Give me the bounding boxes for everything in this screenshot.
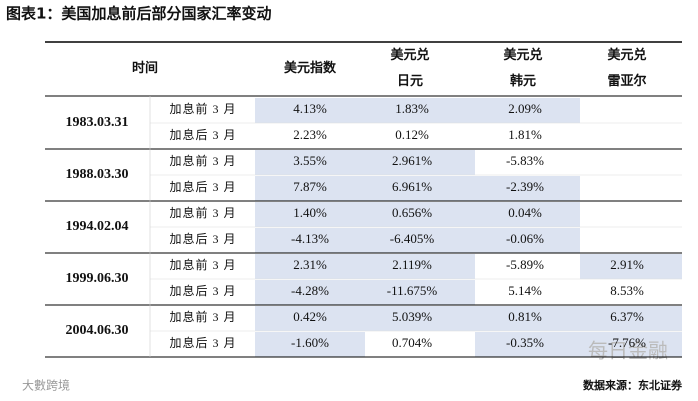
- value-cell: -0.35%: [506, 335, 544, 350]
- value-cell: 2.31%: [293, 257, 327, 272]
- cell-shade: [255, 176, 365, 201]
- value-cell: 8.53%: [610, 283, 644, 298]
- value-cell: 6.37%: [610, 309, 644, 324]
- cell-shade: [255, 202, 365, 227]
- value-cell: -4.13%: [291, 231, 329, 246]
- date-cell: 1999.06.30: [66, 271, 129, 286]
- cell-shade: [255, 254, 365, 279]
- row-label: 加息前 3 月: [169, 257, 236, 272]
- cell-shade: [475, 202, 580, 227]
- value-cell: 1.81%: [508, 127, 542, 142]
- header-cell: 时间: [132, 60, 158, 75]
- date-cell: 1994.02.04: [66, 219, 129, 234]
- row-label: 加息后 3 月: [169, 283, 236, 298]
- title: 图表1：美国加息前后部分国家汇率变动: [6, 5, 271, 23]
- date-cell: 1988.03.30: [66, 167, 129, 182]
- source: 数据来源：东北证券: [583, 378, 683, 392]
- cell-shade: [475, 176, 580, 201]
- value-cell: 0.704%: [392, 335, 432, 350]
- row-label: 加息后 3 月: [169, 335, 236, 350]
- value-cell: 1.40%: [293, 205, 327, 220]
- header-cell: 美元兑: [390, 47, 429, 62]
- value-cell: -6.405%: [390, 231, 435, 246]
- cell-shade: [475, 228, 580, 253]
- value-cell: 0.12%: [395, 127, 429, 142]
- cell-shade: [580, 306, 682, 331]
- value-cell: -0.06%: [506, 231, 544, 246]
- row-label: 加息前 3 月: [169, 205, 236, 220]
- header-cell: 美元指数: [284, 60, 337, 75]
- cell-shade: [580, 254, 682, 279]
- value-cell: 2.91%: [610, 257, 644, 272]
- value-cell: 4.13%: [293, 101, 327, 116]
- cell-shade: [475, 98, 580, 123]
- header-cell: 雷亚尔: [607, 73, 646, 88]
- cell-shade: [365, 280, 475, 305]
- row-label: 加息前 3 月: [169, 309, 236, 324]
- value-cell: -7.76%: [608, 335, 646, 350]
- value-cell: -11.675%: [387, 283, 438, 298]
- row-label: 加息后 3 月: [169, 231, 236, 246]
- watermark: 每日金融: [588, 339, 668, 363]
- cell-shade: [255, 332, 365, 357]
- value-cell: 1.83%: [395, 101, 429, 116]
- cell-shade: [255, 98, 365, 123]
- value-cell: -4.28%: [291, 283, 329, 298]
- value-cell: 7.87%: [293, 179, 327, 194]
- value-cell: -2.39%: [506, 179, 544, 194]
- cell-shade: [475, 332, 580, 357]
- value-cell: 6.961%: [392, 179, 432, 194]
- value-cell: 0.04%: [508, 205, 542, 220]
- header-cell: 韩元: [510, 73, 536, 88]
- value-cell: 2.23%: [293, 127, 327, 142]
- cell-shade: [255, 150, 365, 175]
- cell-shade: [365, 98, 475, 123]
- cell-shade: [475, 306, 580, 331]
- row-label: 加息前 3 月: [169, 101, 236, 116]
- date-cell: 2004.06.30: [66, 323, 129, 338]
- value-cell: 0.656%: [392, 205, 432, 220]
- row-label: 加息前 3 月: [169, 153, 236, 168]
- cell-shade: [365, 228, 475, 253]
- cell-shade: [365, 176, 475, 201]
- header-cell: 美元兑: [607, 47, 646, 62]
- date-cell: 1983.03.31: [66, 115, 129, 130]
- cell-shade: [365, 202, 475, 227]
- row-label: 加息后 3 月: [169, 179, 236, 194]
- cell-shade: [365, 306, 475, 331]
- value-cell: 0.81%: [508, 309, 542, 324]
- value-cell: 2.09%: [508, 101, 542, 116]
- value-cell: 0.42%: [293, 309, 327, 324]
- cell-shade: [255, 280, 365, 305]
- value-cell: 5.039%: [392, 309, 432, 324]
- value-cell: 5.14%: [508, 283, 542, 298]
- cell-shade: [255, 228, 365, 253]
- value-cell: -5.89%: [506, 257, 544, 272]
- cell-shade: [365, 150, 475, 175]
- row-label: 加息后 3 月: [169, 127, 236, 142]
- value-cell: -1.60%: [291, 335, 329, 350]
- value-cell: 2.119%: [392, 257, 432, 272]
- logo: 大數跨境: [22, 378, 70, 393]
- cell-shade: [255, 306, 365, 331]
- header-cell: 日元: [397, 73, 423, 88]
- value-cell: 3.55%: [293, 153, 327, 168]
- cell-shade: [365, 254, 475, 279]
- header-cell: 美元兑: [503, 47, 542, 62]
- value-cell: 2.961%: [392, 153, 432, 168]
- cell-shade: [580, 332, 682, 357]
- value-cell: -5.83%: [506, 153, 544, 168]
